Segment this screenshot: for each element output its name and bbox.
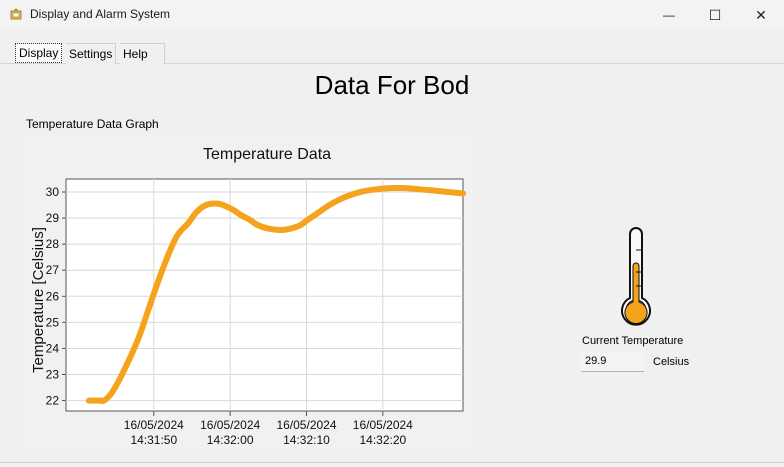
y-tick-label: 27: [46, 263, 60, 277]
window-title: Display and Alarm System: [30, 7, 171, 21]
tab-divider: [0, 63, 784, 64]
y-tick-label: 24: [46, 341, 60, 355]
temperature-chart-panel: Temperature Data Temperature [Celsius] 2…: [23, 133, 477, 454]
current-temperature-label: Current Temperature: [582, 335, 684, 347]
x-tick-time: 14:32:10: [283, 433, 330, 447]
thermometer-icon: [621, 227, 651, 326]
close-button[interactable]: ✕: [738, 0, 784, 30]
x-tick-time: 14:32:00: [207, 433, 254, 447]
maximize-icon: ☐: [708, 6, 722, 23]
current-temperature-field[interactable]: [581, 351, 644, 372]
x-tick-date: 16/05/2024: [353, 418, 413, 432]
y-tick-label: 26: [46, 289, 60, 303]
minimize-icon: —: [663, 8, 675, 22]
chart-title: Temperature Data: [203, 146, 331, 163]
y-tick-label: 28: [46, 237, 60, 251]
x-tick-time: 14:31:50: [130, 433, 177, 447]
tab-display[interactable]: Display: [15, 43, 63, 63]
x-tick-date: 16/05/2024: [200, 418, 260, 432]
page-title: Data For Bod: [314, 70, 470, 100]
y-tick-label: 22: [46, 394, 60, 408]
y-tick-label: 30: [46, 185, 60, 199]
maximize-button[interactable]: ☐: [692, 0, 738, 30]
x-tick-date: 16/05/2024: [276, 418, 336, 432]
minimize-button[interactable]: —: [646, 0, 692, 30]
title-bar: Display and Alarm System — ☐ ✕: [0, 0, 784, 30]
x-tick-time: 14:32:20: [359, 433, 406, 447]
thermometer: [620, 226, 652, 330]
x-tick-date: 16/05/2024: [124, 418, 184, 432]
tab-settings[interactable]: Settings: [66, 43, 117, 64]
unit-label: Celsius: [653, 356, 690, 368]
temperature-chart: Temperature Data Temperature [Celsius] 2…: [30, 146, 477, 447]
y-tick-label: 23: [46, 368, 60, 382]
app-icon: [10, 8, 22, 20]
plot-area: [65, 178, 464, 412]
y-tick-label: 25: [46, 315, 60, 329]
y-tick-label: 29: [46, 211, 60, 225]
x-axis-ticks: 16/05/202414:31:5016/05/202414:32:0016/0…: [124, 411, 413, 447]
y-axis-label: Temperature [Celsius]: [30, 227, 47, 373]
close-icon: ✕: [755, 6, 767, 23]
y-axis-ticks: 22 23 24 25 26 27 28 29 30: [46, 185, 66, 408]
graph-section-label: Temperature Data Graph: [26, 117, 159, 131]
tab-help[interactable]: Help: [120, 43, 165, 64]
temperature-series-line: [89, 188, 463, 401]
bottom-border: [0, 462, 784, 463]
